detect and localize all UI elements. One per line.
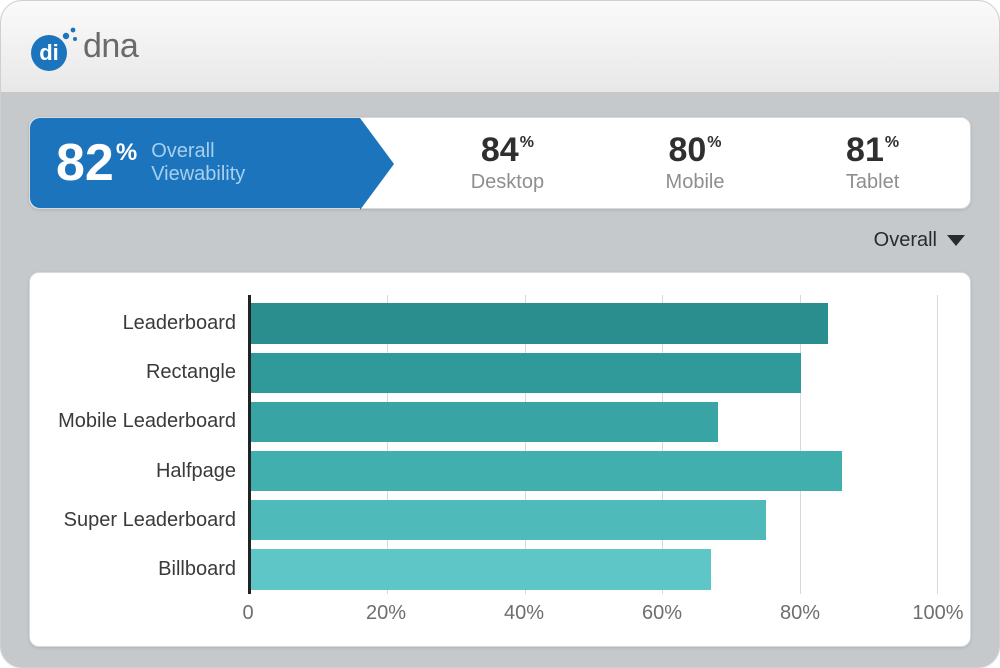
overall-label-line1: Overall: [151, 140, 245, 163]
plot-region: [248, 295, 938, 594]
brand-mark-icon: di: [29, 21, 81, 73]
card-body: 82 % Overall Viewability 84 % Desktop: [1, 93, 999, 667]
bar-row: [251, 397, 938, 446]
bar-label: Leaderboard: [52, 299, 248, 348]
brand-logo: di dna: [29, 21, 138, 73]
x-tick: 20%: [366, 602, 406, 625]
header-bar: di dna: [1, 1, 999, 93]
bar-label: Halfpage: [52, 447, 248, 496]
chart-area: LeaderboardRectangleMobile LeaderboardHa…: [52, 295, 938, 594]
bar-row: [251, 496, 938, 545]
bar-label: Super Leaderboard: [52, 496, 248, 545]
metric-desktop[interactable]: 84 % Desktop: [471, 133, 544, 194]
percent-sign: %: [116, 141, 137, 165]
chevron-down-icon: [947, 235, 965, 246]
bar-label: Mobile Leaderboard: [52, 397, 248, 446]
scope-dropdown[interactable]: Overall: [874, 229, 965, 252]
x-tick: 40%: [504, 602, 544, 625]
bar-row: [251, 299, 938, 348]
metric-value: 81 %: [846, 133, 899, 167]
overall-value: 82 %: [56, 137, 137, 189]
bar-row: [251, 447, 938, 496]
svg-text:di: di: [39, 40, 59, 65]
bar[interactable]: [251, 549, 711, 589]
dashboard-card: di dna 82 % Overall Viewability: [0, 0, 1000, 668]
bar[interactable]: [251, 353, 801, 393]
metric-tablet[interactable]: 81 % Tablet: [846, 133, 899, 194]
x-tick: 100%: [912, 602, 963, 625]
bar-row: [251, 348, 938, 397]
x-tick: 0: [242, 602, 253, 625]
bar-label: Billboard: [52, 545, 248, 594]
x-tick: 60%: [642, 602, 682, 625]
bar[interactable]: [251, 500, 766, 540]
overall-tile[interactable]: 82 % Overall Viewability: [30, 118, 360, 208]
x-tick: 80%: [780, 602, 820, 625]
chart-panel: LeaderboardRectangleMobile LeaderboardHa…: [29, 272, 971, 647]
bars-layer: [251, 295, 938, 594]
overall-label: Overall Viewability: [151, 140, 245, 186]
metric-value: 80 %: [668, 133, 721, 167]
bar[interactable]: [251, 451, 842, 491]
bar[interactable]: [251, 402, 718, 442]
y-axis-labels: LeaderboardRectangleMobile LeaderboardHa…: [52, 295, 248, 594]
dropdown-selected: Overall: [874, 229, 937, 252]
overall-number: 82: [56, 137, 114, 189]
bar-label: Rectangle: [52, 348, 248, 397]
metric-label: Mobile: [666, 171, 725, 194]
bar[interactable]: [251, 303, 828, 343]
metric-mobile[interactable]: 80 % Mobile: [666, 133, 725, 194]
summary-strip: 82 % Overall Viewability 84 % Desktop: [29, 117, 971, 209]
metric-group: 84 % Desktop 80 % Mobile 81 %: [360, 118, 970, 208]
bar-row: [251, 545, 938, 594]
metric-label: Tablet: [846, 171, 899, 194]
chart-controls: Overall: [29, 229, 971, 252]
brand-name: dna: [83, 27, 138, 66]
x-axis: 020%40%60%80%100%: [248, 594, 938, 628]
metric-label: Desktop: [471, 171, 544, 194]
metric-value: 84 %: [481, 133, 534, 167]
overall-label-line2: Viewability: [151, 163, 245, 186]
